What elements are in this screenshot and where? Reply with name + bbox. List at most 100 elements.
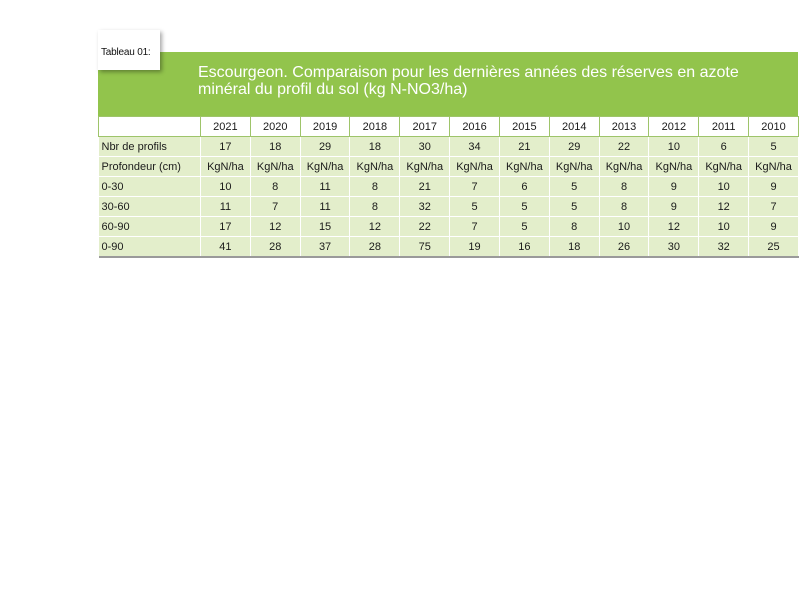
table-cell: 7 <box>250 196 301 217</box>
table-cell: KgN/ha <box>399 156 451 177</box>
table-cell: 22 <box>599 136 650 157</box>
table-cell: 11 <box>300 176 351 197</box>
table-cell: 41 <box>200 236 251 258</box>
table-cell: 28 <box>250 236 301 258</box>
table-cell: KgN/ha <box>449 156 500 177</box>
table-cell: KgN/ha <box>599 156 650 177</box>
table-cell: 5 <box>499 216 550 237</box>
table-cell: 8 <box>349 196 401 217</box>
table-cell: 10 <box>599 216 650 237</box>
table-row-depth-units: Profondeur (cm) KgN/ha KgN/ha KgN/ha KgN… <box>98 156 799 177</box>
row-label: 30-60 <box>98 196 201 217</box>
table-cell: 21 <box>499 136 550 157</box>
table-cell: 8 <box>250 176 301 197</box>
table-cell: KgN/ha <box>499 156 550 177</box>
year-header: 2012 <box>648 116 700 137</box>
year-header: 2014 <box>549 116 600 137</box>
year-header: 2018 <box>349 116 401 137</box>
table-cell: 30 <box>648 236 700 258</box>
row-label: Profondeur (cm) <box>98 156 201 177</box>
year-header: 2013 <box>599 116 650 137</box>
table-cell: 19 <box>449 236 500 258</box>
table-cell: 12 <box>698 196 750 217</box>
table-cell: 9 <box>648 196 700 217</box>
table-cell: 12 <box>349 216 401 237</box>
table-cell: KgN/ha <box>648 156 700 177</box>
table-row-0-90: 0-90 41 28 37 28 75 19 16 18 26 30 32 25 <box>98 236 799 258</box>
table-cell: 9 <box>748 216 799 237</box>
table-cell: 30 <box>399 136 451 157</box>
data-table-wrapper: 2021 2020 2019 2018 2017 2016 2015 2014 … <box>98 116 799 258</box>
table-cell: 5 <box>499 196 550 217</box>
table-cell: KgN/ha <box>748 156 799 177</box>
table-cell: 12 <box>648 216 700 237</box>
table-cell: 6 <box>499 176 550 197</box>
table-row-30-60: 30-60 11 7 11 8 32 5 5 5 8 9 12 7 <box>98 196 799 217</box>
table-cell: KgN/ha <box>698 156 750 177</box>
table-cell: 8 <box>599 176 650 197</box>
table-label: Tableau 01: <box>101 47 151 58</box>
table-row-profile-count: Nbr de profils 17 18 29 18 30 34 21 29 2… <box>98 136 799 157</box>
table-cell: 11 <box>200 196 251 217</box>
table-cell: 9 <box>748 176 799 197</box>
year-header: 2021 <box>200 116 251 137</box>
table-cell: 25 <box>748 236 799 258</box>
year-header: 2010 <box>748 116 799 137</box>
year-header: 2020 <box>250 116 301 137</box>
table-row-0-30: 0-30 10 8 11 8 21 7 6 5 8 9 10 9 <box>98 176 799 197</box>
year-header: 2015 <box>499 116 550 137</box>
table-cell: 5 <box>449 196 500 217</box>
table-header-band: Escourgeon. Comparaison pour les dernièr… <box>98 52 798 116</box>
data-table: 2021 2020 2019 2018 2017 2016 2015 2014 … <box>98 116 799 258</box>
table-cell: 75 <box>399 236 451 258</box>
year-header: 2016 <box>449 116 500 137</box>
table-cell: 16 <box>499 236 550 258</box>
row-label: 60-90 <box>98 216 201 237</box>
table-cell: 5 <box>549 196 600 217</box>
table-cell: 7 <box>449 176 500 197</box>
table-cell: 32 <box>399 196 451 217</box>
year-header: 2019 <box>300 116 351 137</box>
table-cell: 21 <box>399 176 451 197</box>
table-cell: 26 <box>599 236 650 258</box>
table-cell: 34 <box>449 136 500 157</box>
table-cell: 10 <box>200 176 251 197</box>
table-cell: 6 <box>698 136 750 157</box>
corner-cell <box>98 116 201 137</box>
table-cell: KgN/ha <box>349 156 401 177</box>
table-cell: 10 <box>648 136 700 157</box>
table-cell: 22 <box>399 216 451 237</box>
table-cell: KgN/ha <box>200 156 251 177</box>
table-cell: 18 <box>549 236 600 258</box>
year-header: 2011 <box>698 116 750 137</box>
table-cell: 7 <box>449 216 500 237</box>
table-cell: 28 <box>349 236 401 258</box>
table-cell: KgN/ha <box>300 156 351 177</box>
table-cell: KgN/ha <box>549 156 600 177</box>
table-cell: 18 <box>250 136 301 157</box>
table-cell: 8 <box>599 196 650 217</box>
table-cell: 29 <box>300 136 351 157</box>
year-header-row: 2021 2020 2019 2018 2017 2016 2015 2014 … <box>98 116 799 137</box>
table-row-60-90: 60-90 17 12 15 12 22 7 5 8 10 12 10 9 <box>98 216 799 237</box>
table-label-box: Tableau 01: <box>98 30 160 70</box>
row-label: 0-30 <box>98 176 201 197</box>
table-cell: 8 <box>349 176 401 197</box>
row-label: 0-90 <box>98 236 201 258</box>
table-cell: 32 <box>698 236 750 258</box>
table-cell: 10 <box>698 216 750 237</box>
table-cell: 5 <box>748 136 799 157</box>
row-label: Nbr de profils <box>98 136 201 157</box>
table-cell: 17 <box>200 136 251 157</box>
table-cell: KgN/ha <box>250 156 301 177</box>
table-cell: 7 <box>748 196 799 217</box>
table-cell: 10 <box>698 176 750 197</box>
table-cell: 37 <box>300 236 351 258</box>
table-cell: 8 <box>549 216 600 237</box>
table-cell: 17 <box>200 216 251 237</box>
table-cell: 29 <box>549 136 600 157</box>
table-cell: 11 <box>300 196 351 217</box>
table-cell: 5 <box>549 176 600 197</box>
year-header: 2017 <box>399 116 451 137</box>
